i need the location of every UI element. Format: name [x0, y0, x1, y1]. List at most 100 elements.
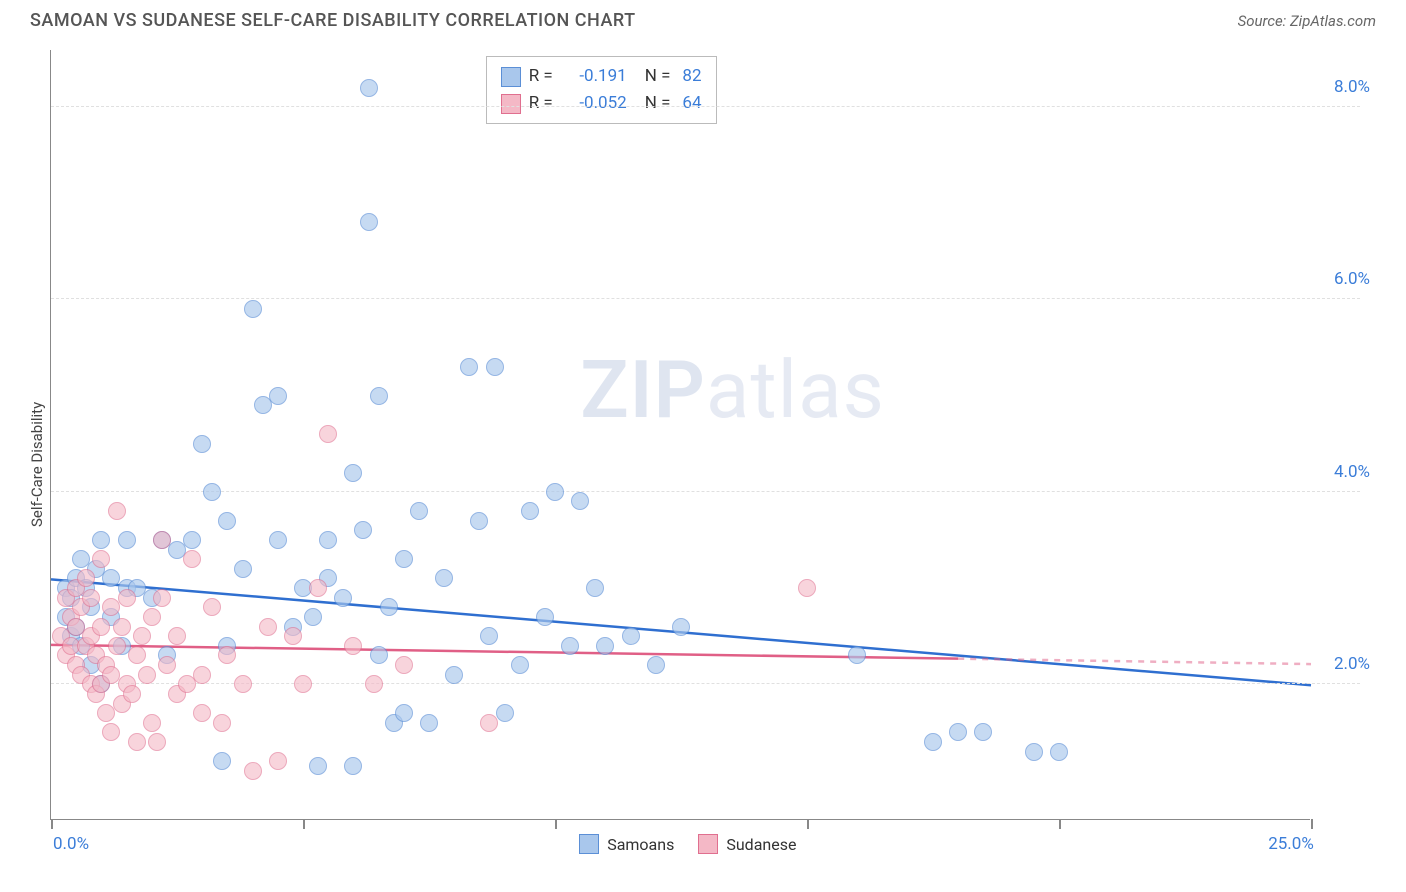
data-point: [445, 666, 463, 684]
data-point: [496, 704, 514, 722]
data-point: [168, 627, 186, 645]
data-point: [213, 752, 231, 770]
data-point: [128, 733, 146, 751]
x-tick: [1059, 819, 1061, 829]
stats-legend-box: R = -0.191 N = 82R =-0.052N =64: [486, 56, 717, 124]
legend-item: Samoans: [579, 834, 674, 854]
gridline: [51, 298, 1360, 299]
data-point: [304, 608, 322, 626]
data-point: [924, 733, 942, 751]
data-point: [486, 358, 504, 376]
stat-r-value: -0.191: [561, 63, 627, 90]
data-point: [153, 589, 171, 607]
y-tick-label: 6.0%: [1334, 269, 1370, 289]
data-point: [596, 637, 614, 655]
data-point: [153, 531, 171, 549]
data-point: [561, 637, 579, 655]
y-tick-label: 8.0%: [1334, 77, 1370, 97]
legend-swatch: [579, 834, 599, 854]
data-point: [193, 704, 211, 722]
data-point: [395, 656, 413, 674]
data-point: [218, 512, 236, 530]
legend-item: Sudanese: [698, 834, 796, 854]
chart-header: SAMOAN VS SUDANESE SELF-CARE DISABILITY …: [20, 10, 1386, 39]
data-point: [370, 387, 388, 405]
data-point: [203, 483, 221, 501]
data-point: [123, 685, 141, 703]
data-point: [193, 435, 211, 453]
x-tick: [555, 819, 557, 829]
data-point: [218, 646, 236, 664]
data-point: [213, 714, 231, 732]
data-point: [344, 464, 362, 482]
data-point: [460, 358, 478, 376]
data-point: [108, 502, 126, 520]
data-point: [193, 666, 211, 684]
bottom-legend: Samoans Sudanese: [579, 834, 796, 854]
data-point: [1050, 743, 1068, 761]
data-point: [344, 637, 362, 655]
data-point: [234, 675, 252, 693]
data-point: [974, 723, 992, 741]
data-point: [102, 723, 120, 741]
data-point: [128, 646, 146, 664]
data-point: [183, 550, 201, 568]
legend-swatch: [698, 834, 718, 854]
stats-row: R =-0.052N =64: [501, 90, 702, 117]
trend-line-extrapolated: [958, 659, 1311, 664]
data-point: [546, 483, 564, 501]
y-tick-label: 2.0%: [1334, 654, 1370, 674]
data-point: [511, 656, 529, 674]
data-point: [309, 579, 327, 597]
data-point: [183, 531, 201, 549]
data-point: [244, 762, 262, 780]
legend-label: Sudanese: [726, 835, 796, 854]
data-point: [294, 675, 312, 693]
data-point: [334, 589, 352, 607]
data-point: [118, 589, 136, 607]
data-point: [848, 646, 866, 664]
data-point: [1025, 743, 1043, 761]
data-point: [269, 531, 287, 549]
data-point: [380, 598, 398, 616]
y-tick-label: 4.0%: [1334, 462, 1370, 482]
data-point: [309, 757, 327, 775]
chart-title: SAMOAN VS SUDANESE SELF-CARE DISABILITY …: [30, 10, 636, 31]
data-point: [319, 531, 337, 549]
data-point: [259, 618, 277, 636]
data-point: [244, 300, 262, 318]
data-point: [108, 637, 126, 655]
data-point: [118, 531, 136, 549]
data-point: [92, 531, 110, 549]
data-point: [586, 579, 604, 597]
x-tick: [51, 819, 53, 829]
x-tick: [1311, 819, 1313, 829]
data-point: [77, 569, 95, 587]
data-point: [133, 627, 151, 645]
data-point: [798, 579, 816, 597]
data-point: [470, 512, 488, 530]
data-point: [420, 714, 438, 732]
data-point: [365, 675, 383, 693]
x-tick: [807, 819, 809, 829]
data-point: [113, 618, 131, 636]
data-point: [571, 492, 589, 510]
stat-r-label: R =: [529, 63, 553, 90]
data-point: [647, 656, 665, 674]
stat-n-label: N =: [645, 63, 671, 90]
data-point: [672, 618, 690, 636]
data-point: [269, 387, 287, 405]
data-point: [395, 704, 413, 722]
x-tick-label: 25.0%: [1268, 834, 1314, 854]
data-point: [949, 723, 967, 741]
data-point: [370, 646, 388, 664]
plot-area: ZIPatlas R =-0.191N =82R =-0.052N =64 2.…: [50, 50, 1310, 820]
data-point: [269, 752, 287, 770]
legend-label: Samoans: [607, 835, 674, 854]
stats-row: R = -0.191 N = 82: [501, 63, 702, 90]
stat-n-value: 82: [682, 63, 701, 90]
data-point: [480, 627, 498, 645]
data-point: [143, 608, 161, 626]
stat-r-value: -0.052: [561, 90, 627, 117]
data-point: [284, 627, 302, 645]
